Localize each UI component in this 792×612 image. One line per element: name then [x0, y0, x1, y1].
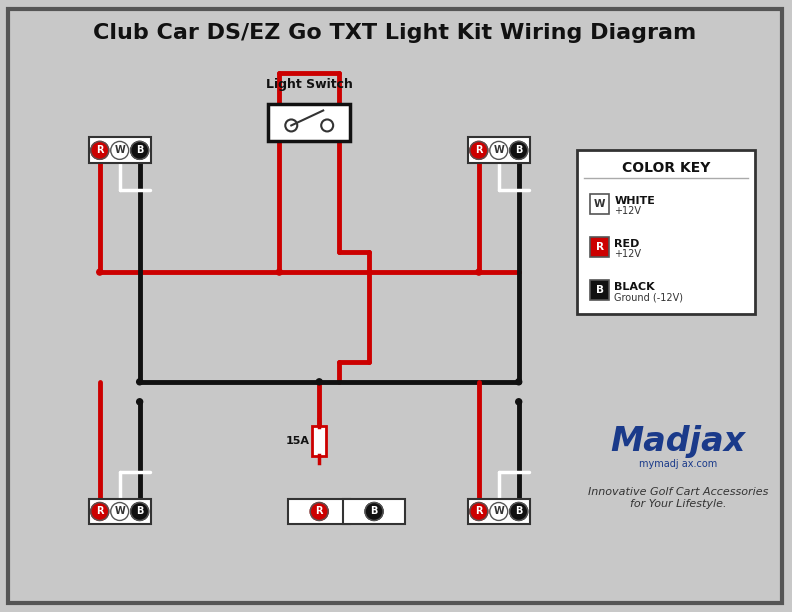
Text: B: B: [515, 507, 523, 517]
Circle shape: [510, 502, 527, 520]
Text: W: W: [493, 146, 505, 155]
Circle shape: [131, 141, 149, 159]
Circle shape: [516, 379, 522, 385]
Circle shape: [137, 379, 143, 385]
Circle shape: [97, 269, 103, 275]
FancyBboxPatch shape: [589, 237, 610, 257]
Text: 15A: 15A: [285, 436, 309, 446]
FancyBboxPatch shape: [343, 499, 405, 524]
FancyBboxPatch shape: [589, 280, 610, 300]
Text: Innovative Golf Cart Accessories: Innovative Golf Cart Accessories: [588, 487, 768, 496]
FancyBboxPatch shape: [268, 104, 350, 141]
Text: +12V: +12V: [615, 249, 642, 259]
Text: Club Car DS/EZ Go TXT Light Kit Wiring Diagram: Club Car DS/EZ Go TXT Light Kit Wiring D…: [93, 23, 697, 43]
FancyBboxPatch shape: [468, 138, 530, 163]
Text: R: R: [475, 146, 482, 155]
Circle shape: [276, 269, 282, 275]
Circle shape: [470, 502, 488, 520]
Text: RED: RED: [615, 239, 640, 249]
Circle shape: [470, 141, 488, 159]
Text: Light Switch: Light Switch: [266, 78, 352, 91]
Circle shape: [111, 502, 128, 520]
FancyBboxPatch shape: [589, 194, 610, 214]
Text: BLACK: BLACK: [615, 282, 655, 293]
Text: R: R: [96, 507, 104, 517]
FancyBboxPatch shape: [312, 426, 326, 455]
Text: B: B: [371, 507, 378, 517]
FancyBboxPatch shape: [468, 499, 530, 524]
Circle shape: [91, 502, 109, 520]
FancyBboxPatch shape: [288, 499, 350, 524]
Text: R: R: [596, 242, 604, 252]
Text: COLOR KEY: COLOR KEY: [622, 162, 710, 176]
Text: R: R: [315, 507, 323, 517]
Circle shape: [316, 379, 322, 385]
Text: B: B: [136, 507, 143, 517]
Text: B: B: [136, 146, 143, 155]
Text: W: W: [493, 507, 505, 517]
Circle shape: [131, 502, 149, 520]
Text: mymadj ax.com: mymadj ax.com: [639, 458, 718, 469]
Text: for Your Lifestyle.: for Your Lifestyle.: [630, 499, 726, 509]
Text: W: W: [114, 507, 125, 517]
Text: WHITE: WHITE: [615, 196, 655, 206]
Text: B: B: [596, 285, 604, 296]
Circle shape: [365, 502, 383, 520]
FancyBboxPatch shape: [89, 499, 150, 524]
Circle shape: [489, 141, 508, 159]
Text: Ground (-12V): Ground (-12V): [615, 293, 683, 302]
Circle shape: [91, 141, 109, 159]
Circle shape: [111, 141, 128, 159]
FancyBboxPatch shape: [577, 151, 755, 314]
Text: R: R: [475, 507, 482, 517]
Circle shape: [476, 269, 482, 275]
Text: W: W: [114, 146, 125, 155]
Text: +12V: +12V: [615, 206, 642, 216]
Circle shape: [510, 141, 527, 159]
Circle shape: [516, 399, 522, 405]
Circle shape: [137, 399, 143, 405]
Text: B: B: [515, 146, 523, 155]
Circle shape: [310, 502, 328, 520]
FancyBboxPatch shape: [89, 138, 150, 163]
Text: Madjax: Madjax: [611, 425, 746, 458]
Text: W: W: [594, 199, 605, 209]
Text: R: R: [96, 146, 104, 155]
Circle shape: [489, 502, 508, 520]
